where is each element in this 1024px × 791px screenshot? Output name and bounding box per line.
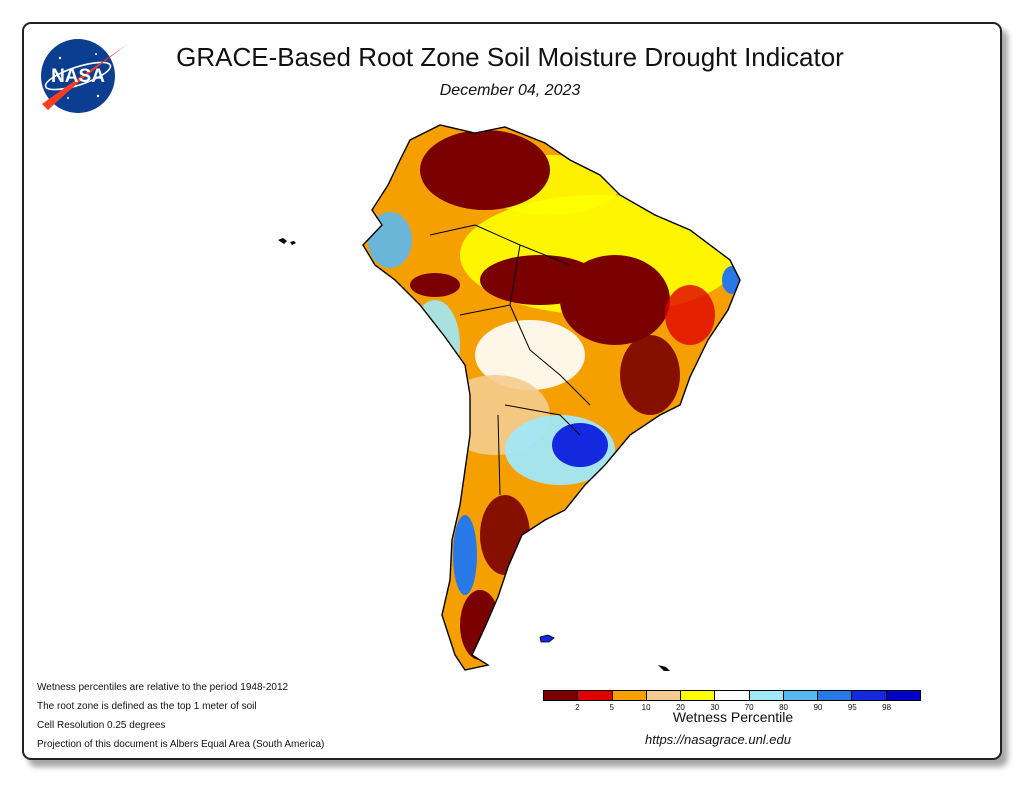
legend-tick-label: 10 [641,703,651,712]
note-line: Projection of this document is Albers Eq… [37,739,325,750]
legend-swatch [749,691,784,700]
extreme-dry-north [420,130,550,210]
south-america-drought-map [278,124,741,671]
page-title: GRACE-Based Root Zone Soil Moisture Drou… [176,42,844,72]
legend-swatch [783,691,819,700]
extreme-dry-brazil-east [620,335,680,415]
wet-zone-brazil-tip [722,266,740,294]
legend-swatch [544,691,579,700]
galapagos-islands [278,238,296,245]
note-line: Cell Resolution 0.25 degrees [37,720,166,731]
wet-zone-chile [453,515,477,595]
legend-swatch [818,691,853,700]
legend-swatch [681,691,716,700]
strong-dry-northeast [665,285,715,345]
legend-swatch [612,691,647,700]
nasa-logo: NASA [41,39,128,113]
legend-title: Wetness Percentile [672,709,794,725]
wet-zone-ecuador [368,212,412,268]
legend-ticks: 2 5 10 20 30 70 80 90 95 98 [543,701,921,713]
note-line: The root zone is defined as the top 1 me… [37,701,257,712]
map-date: December 04, 2023 [439,82,581,99]
south-georgia [658,665,670,671]
note-line: Wetness percentiles are relative to the … [37,682,289,693]
legend-swatch [578,691,613,700]
legend-tick-label: 98 [882,703,892,712]
legend-tick-label: 90 [813,703,823,712]
very-wet-zone-south-brazil [552,423,608,467]
border-lines [429,224,591,496]
legend-tick-label: 2 [575,703,580,712]
extreme-dry-andes [410,273,460,297]
legend-swatch [886,691,920,700]
coastline [362,124,741,671]
source-url[interactable]: https://nasagrace.unl.edu [645,732,791,747]
wet-zone-peru-coast [410,300,460,390]
legend-tick-label: 80 [779,703,788,712]
legend-tick-label: 70 [744,703,754,712]
legend-tick-label: 95 [847,703,857,712]
map-notes: Wetness percentiles are relative to the … [37,678,324,754]
nasa-logo-text: NASA [51,66,105,87]
legend-swatch [852,691,887,700]
legend-tick-label: 20 [675,703,685,712]
falkland-islands [539,634,555,643]
legend-tick-label: 5 [609,703,614,712]
extreme-dry-patagonia [460,590,500,660]
legend: 2 5 10 20 30 70 80 90 95 98 Wetness Perc… [543,690,921,725]
legend-swatch [715,691,750,700]
legend-color-bar [543,690,921,701]
extreme-dry-brazil-central [560,255,670,345]
legend-swatch [646,691,682,700]
legend-tick-label: 30 [710,703,720,712]
